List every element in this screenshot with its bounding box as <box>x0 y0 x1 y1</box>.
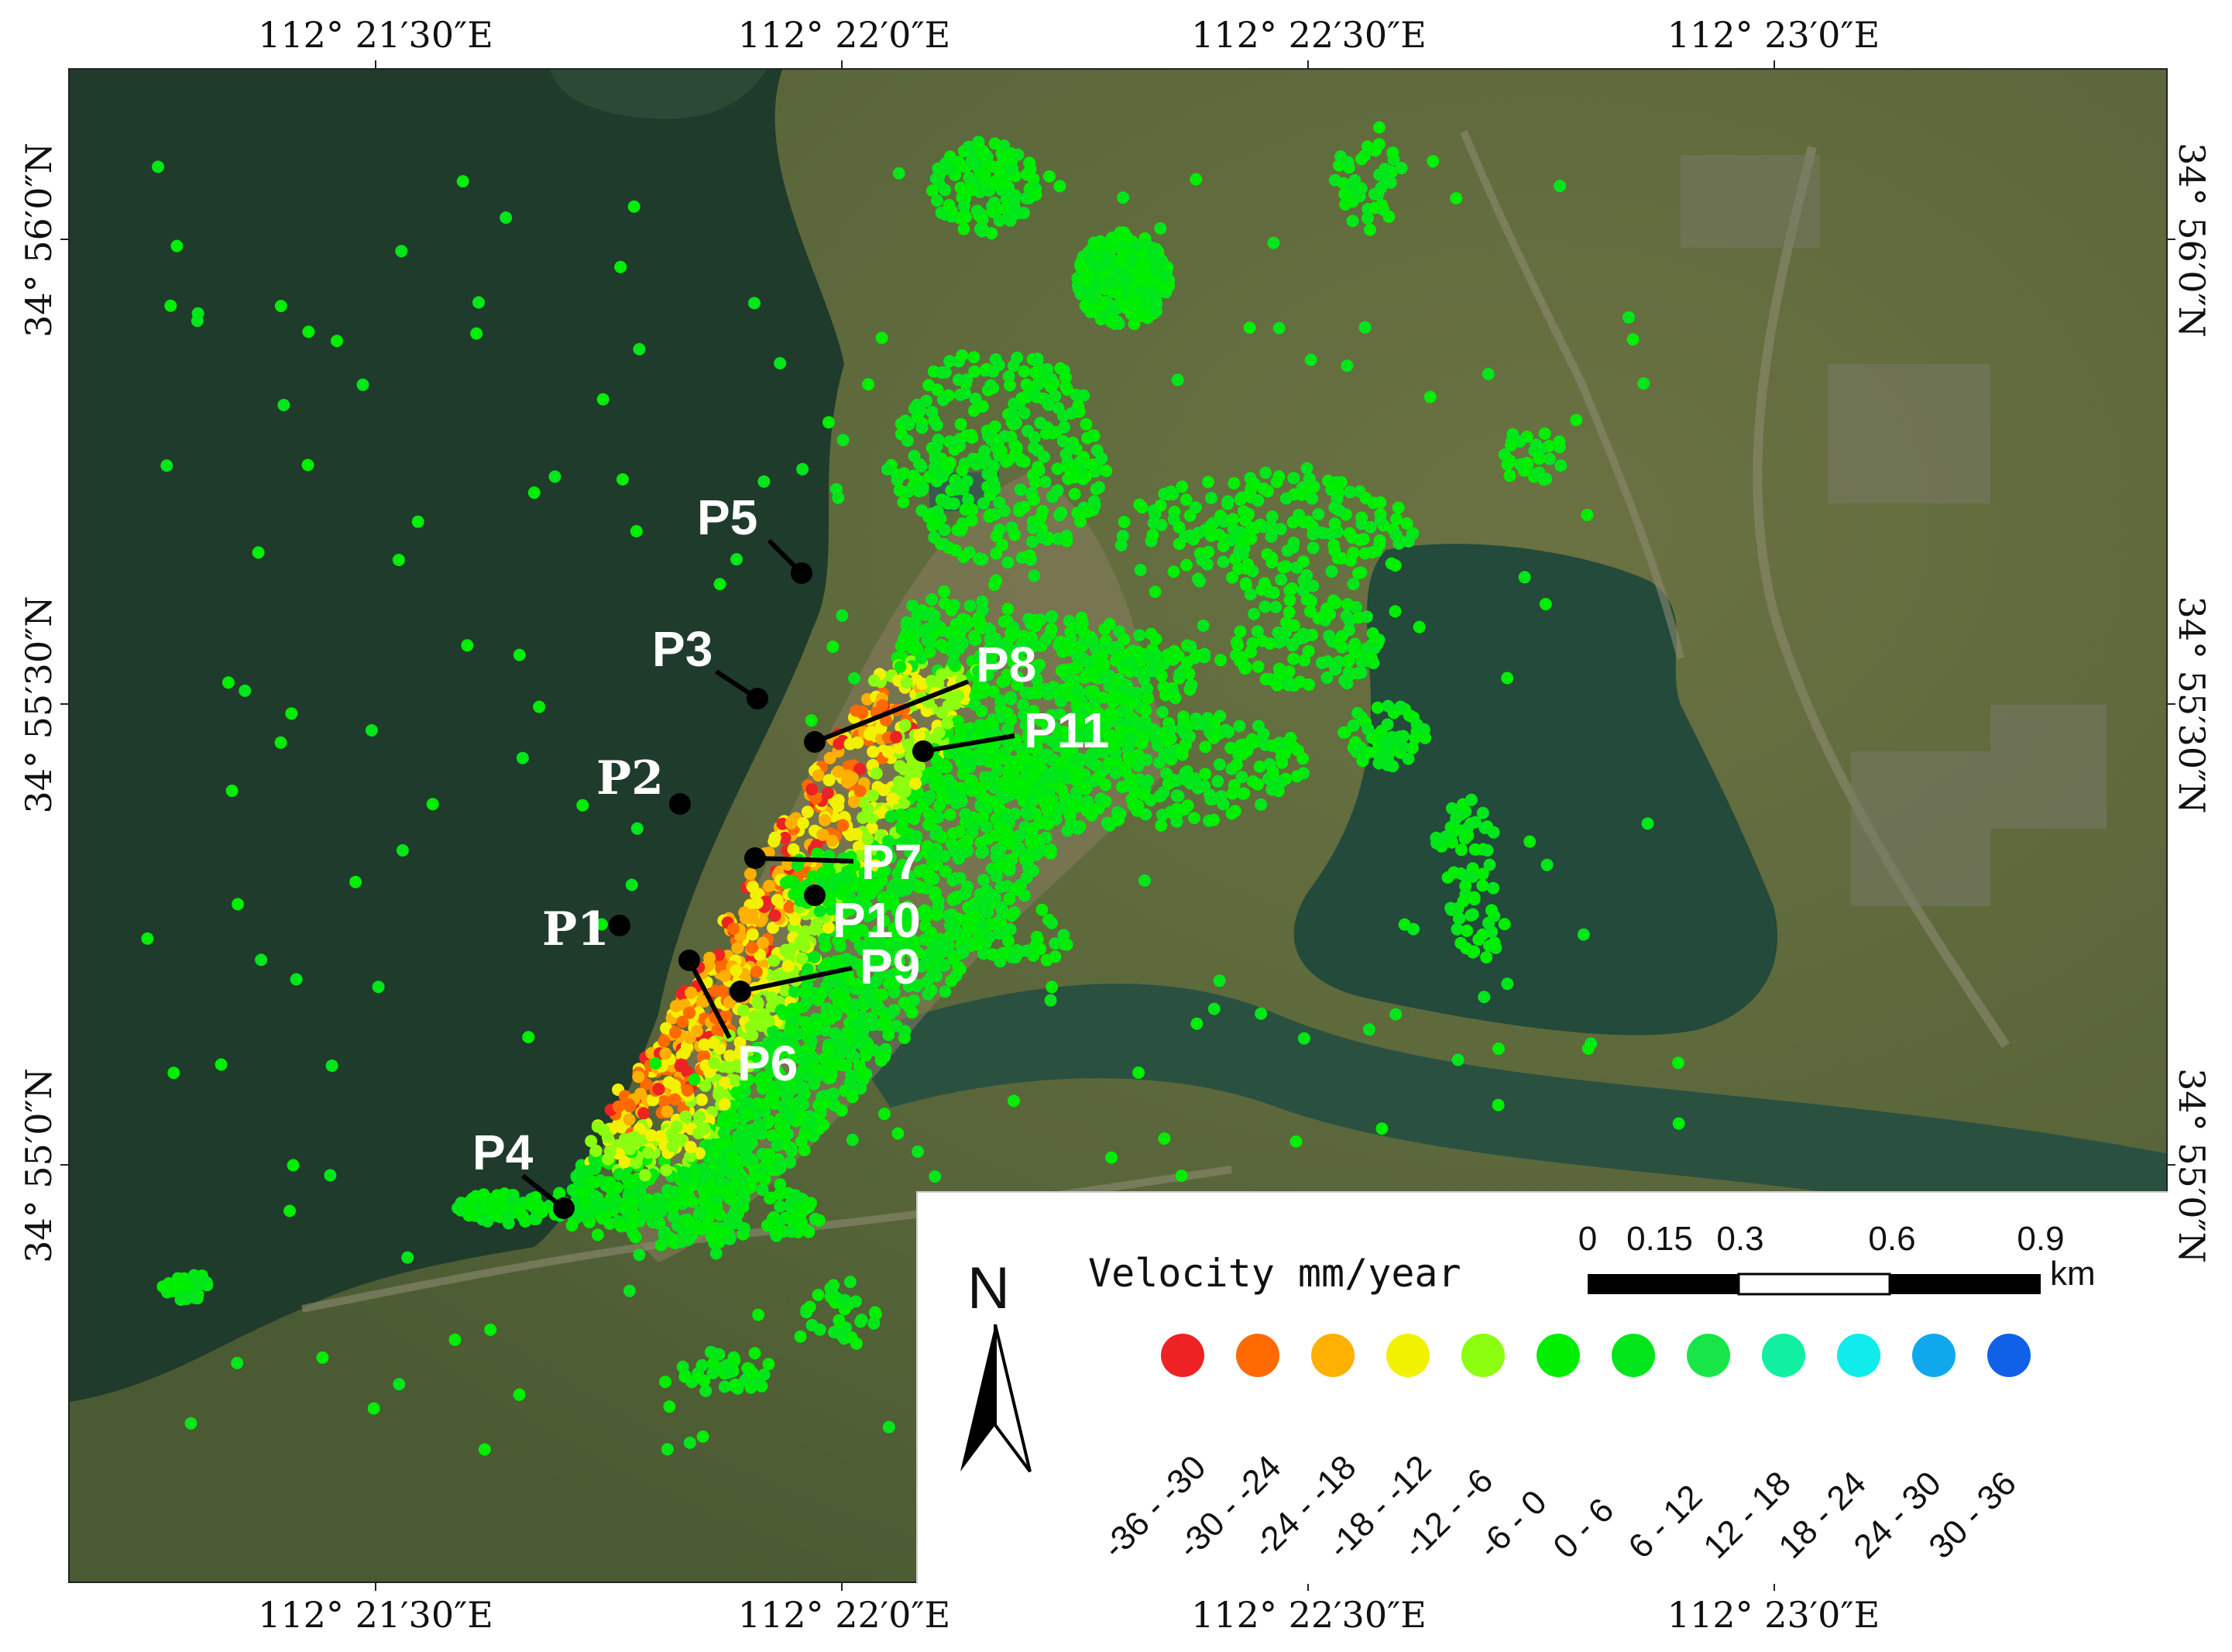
tick-top-2 <box>841 60 843 68</box>
left-lat-label-1: 34° 56′0″N <box>18 143 60 338</box>
building-cluster <box>1990 705 2107 829</box>
reservoir-water <box>70 70 844 1402</box>
point-marker-p8 <box>804 731 826 753</box>
tick-right-3 <box>2168 1164 2175 1166</box>
legend-swatch-4 <box>1386 1334 1430 1377</box>
point-label-p6: P6 <box>737 1036 798 1091</box>
scale-tick-3: 0.6 <box>1868 1220 1916 1258</box>
top-lon-label-2: 112° 22′0″E <box>737 14 951 56</box>
point-label-p2: P2 <box>596 751 664 805</box>
legend-swatch-3 <box>1311 1334 1355 1377</box>
point-label-p7: P7 <box>861 834 922 890</box>
satellite-map[interactable]: P1 P2 P3 P4 P5 P6 P7 P8 P9 P10 P11 <box>68 68 2168 1583</box>
north-arrow-icon <box>960 1324 1032 1473</box>
legend-title: Velocity mm/year <box>1088 1251 1461 1296</box>
leader-line-p6 <box>687 959 732 1039</box>
point-label-p4: P4 <box>472 1125 534 1180</box>
north-label: N <box>967 1255 1010 1321</box>
tick-top-4 <box>1774 60 1775 68</box>
legend-panel: N Velocity mm/year 0 0.15 0.3 0.6 0.9 km… <box>916 1191 2168 1584</box>
left-lat-label-3: 34° 55′0″N <box>18 1068 60 1263</box>
tick-left-2 <box>60 703 68 705</box>
velocity-points <box>141 121 1685 1464</box>
point-label-p1: P1 <box>542 902 610 957</box>
legend-swatch-10 <box>1837 1334 1880 1377</box>
point-label-p11: P11 <box>1024 702 1109 758</box>
point-marker-p5 <box>791 562 812 584</box>
top-lon-label-3: 112° 22′30″E <box>1191 14 1427 56</box>
point-marker-p11 <box>912 740 934 762</box>
scale-tick-0: 0 <box>1578 1220 1598 1258</box>
scale-bar <box>1588 1272 2041 1296</box>
scale-unit: km <box>2050 1255 2096 1293</box>
legend-label-7: 0 - 6 <box>1546 1491 1622 1566</box>
point-label-p9: P9 <box>860 939 920 994</box>
bottom-lon-label-4: 112° 23′0″E <box>1667 1594 1880 1636</box>
tick-right-2 <box>2168 703 2175 705</box>
bottom-lon-label-2: 112° 22′0″E <box>737 1594 951 1636</box>
point-marker-p10 <box>804 884 826 906</box>
point-label-p5: P5 <box>697 489 757 545</box>
legend-label-8: 6 - 12 <box>1621 1477 1710 1566</box>
point-label-p8: P8 <box>976 637 1036 692</box>
tick-left-3 <box>60 1164 68 1166</box>
river-channel <box>844 984 2166 1247</box>
point-label-p3: P3 <box>652 621 713 677</box>
reservoir-bay <box>550 70 767 119</box>
point-marker-p9 <box>730 981 751 1002</box>
top-lon-label-4: 112° 23′0″E <box>1667 14 1880 56</box>
left-lat-label-2: 34° 55′30″N <box>18 596 60 814</box>
top-lon-label-1: 112° 21′30″E <box>258 14 493 56</box>
tick-bottom-4 <box>1774 1583 1775 1591</box>
point-marker-p2 <box>669 793 691 815</box>
road <box>1460 130 1684 660</box>
outflow-basin <box>1293 544 1778 1036</box>
right-lat-label-3: 34° 55′0″N <box>2171 1068 2213 1263</box>
scale-tick-2: 0.3 <box>1716 1220 1764 1258</box>
leader-line-p8 <box>813 679 970 744</box>
point-marker-p4 <box>553 1197 575 1219</box>
legend-swatch-2 <box>1236 1334 1279 1377</box>
right-lat-label-2: 34° 55′30″N <box>2171 596 2213 814</box>
leader-line-p7 <box>754 856 854 864</box>
building-cluster <box>1681 155 1820 248</box>
point-marker-p3 <box>747 688 768 709</box>
legend-swatch-6 <box>1537 1334 1580 1377</box>
legend-swatch-5 <box>1461 1334 1505 1377</box>
legend-swatch-11 <box>1912 1334 1956 1377</box>
legend-swatch-1 <box>1161 1334 1204 1377</box>
right-lat-label-1: 34° 56′0″N <box>2171 143 2213 338</box>
bottom-lon-label-3: 112° 22′30″E <box>1191 1594 1427 1636</box>
point-marker-p7 <box>744 847 766 869</box>
point-marker-p1 <box>609 915 630 936</box>
tick-bottom-2 <box>841 1583 843 1591</box>
legend-swatch-8 <box>1687 1334 1730 1377</box>
scale-tick-1: 0.15 <box>1626 1220 1693 1258</box>
legend-swatch-9 <box>1762 1334 1805 1377</box>
point-label-p10: P10 <box>833 892 921 948</box>
leader-line-p9 <box>740 966 853 994</box>
tick-top-1 <box>375 60 376 68</box>
building-cluster <box>1828 364 1990 503</box>
legend-swatch-7 <box>1612 1334 1655 1377</box>
legend-swatch-12 <box>1987 1334 2031 1377</box>
building-cluster <box>1851 751 1990 906</box>
scale-tick-4: 0.9 <box>2017 1220 2065 1258</box>
tick-right-1 <box>2168 239 2175 240</box>
leader-line-p11 <box>922 733 1015 754</box>
road <box>1753 146 2010 1049</box>
tick-left-1 <box>60 239 68 240</box>
tick-bottom-1 <box>375 1583 376 1591</box>
point-marker-p6 <box>678 950 700 971</box>
tick-top-3 <box>1307 60 1309 68</box>
tick-bottom-3 <box>1307 1583 1309 1591</box>
bottom-lon-label-1: 112° 21′30″E <box>258 1594 493 1636</box>
